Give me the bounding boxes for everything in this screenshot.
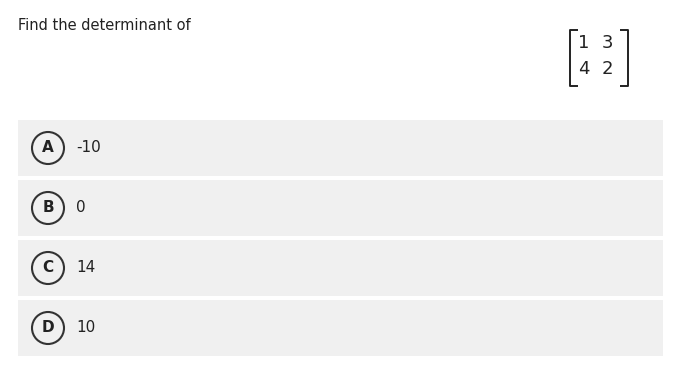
Text: D: D (42, 321, 54, 335)
Text: -10: -10 (76, 141, 101, 155)
Text: 10: 10 (76, 321, 95, 335)
Text: 0: 0 (76, 200, 86, 216)
Text: B: B (42, 200, 54, 216)
Text: 1: 1 (578, 34, 589, 52)
Text: A: A (42, 141, 54, 155)
Text: Find the determinant of: Find the determinant of (18, 18, 191, 33)
Text: C: C (42, 260, 54, 276)
FancyBboxPatch shape (18, 300, 663, 356)
FancyBboxPatch shape (18, 240, 663, 296)
FancyBboxPatch shape (18, 120, 663, 176)
FancyBboxPatch shape (18, 180, 663, 236)
Text: 14: 14 (76, 260, 95, 276)
Text: 3: 3 (602, 34, 614, 52)
Text: 4: 4 (578, 60, 590, 78)
Text: 2: 2 (602, 60, 614, 78)
